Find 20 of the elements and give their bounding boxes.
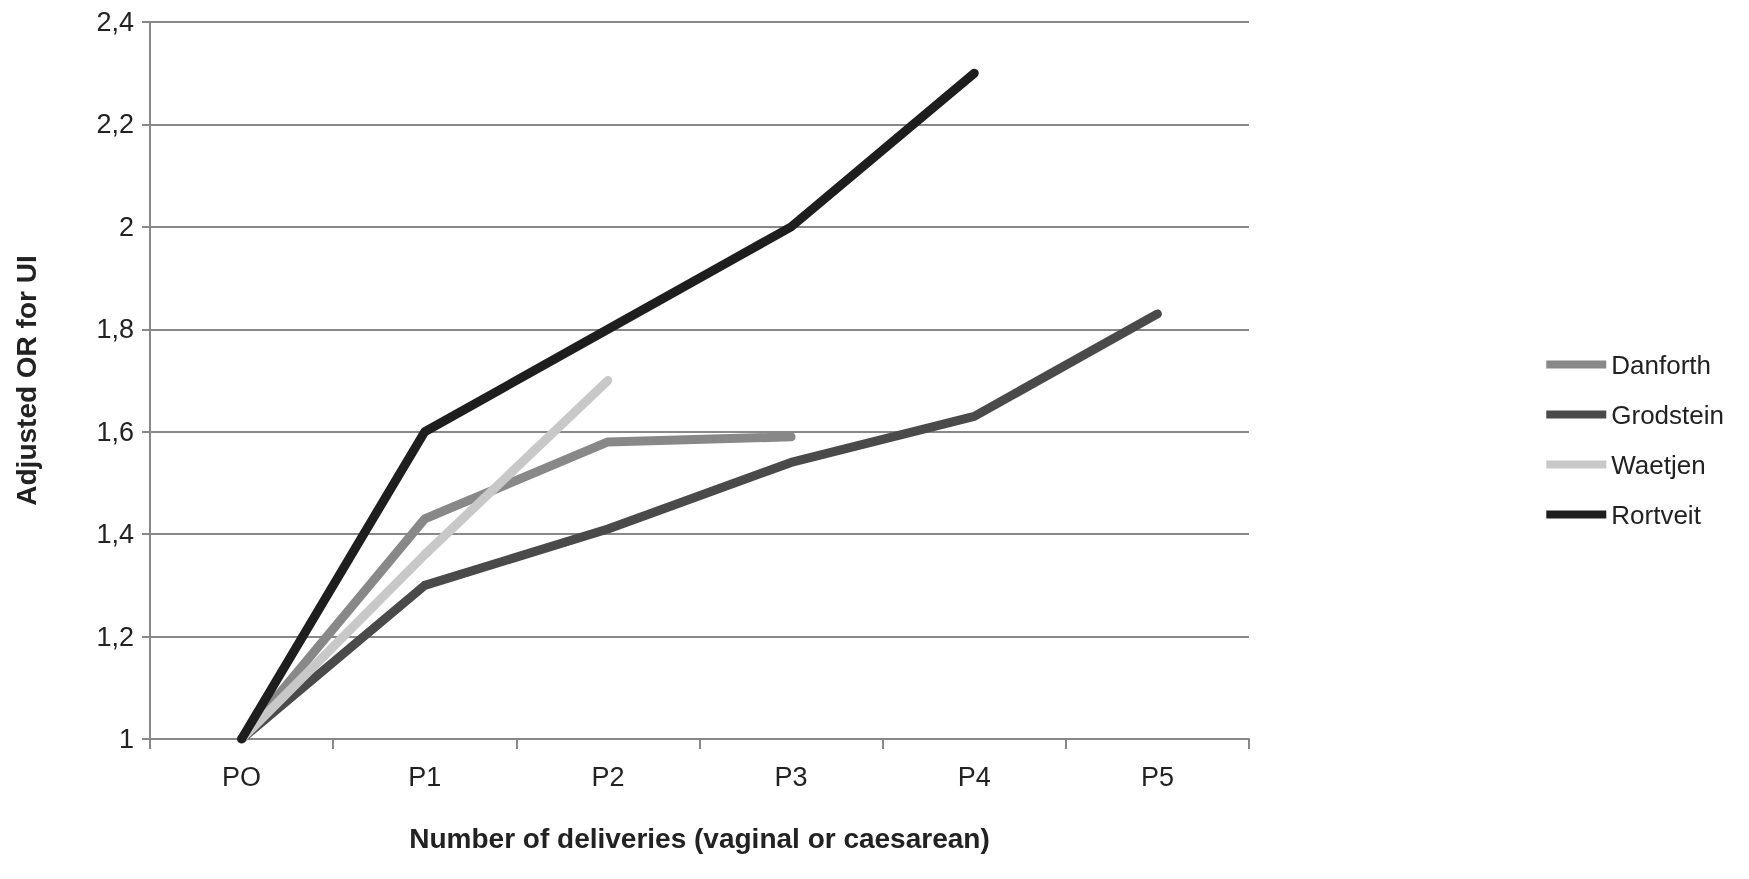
y-tick-label: 2 bbox=[118, 211, 134, 242]
y-axis-title: Adjusted OR for UI bbox=[10, 255, 42, 506]
y-tick-label: 1,6 bbox=[96, 416, 134, 447]
x-tick-label: P4 bbox=[957, 761, 991, 792]
x-axis-title: Number of deliveries (vaginal or caesarean) bbox=[409, 822, 990, 854]
y-tick-label: 2,2 bbox=[96, 109, 134, 140]
legend-label: Waetjen bbox=[1611, 449, 1706, 480]
x-tick-label: P3 bbox=[774, 761, 808, 792]
legend-label: Danforth bbox=[1611, 349, 1712, 380]
x-tick-label: P5 bbox=[1140, 761, 1174, 792]
x-tick-label: P1 bbox=[408, 761, 442, 792]
x-tick-label: PO bbox=[222, 761, 262, 792]
y-tick-label: 1,2 bbox=[96, 621, 134, 652]
legend-label: Grodstein bbox=[1611, 399, 1725, 430]
legend-label: Rortveit bbox=[1611, 499, 1702, 530]
y-tick-label: 1,8 bbox=[96, 314, 134, 345]
y-tick-label: 2,4 bbox=[96, 7, 134, 37]
y-tick-label: 1,4 bbox=[96, 519, 134, 550]
y-tick-label: 1 bbox=[118, 724, 134, 754]
x-tick-label: P2 bbox=[591, 761, 625, 792]
